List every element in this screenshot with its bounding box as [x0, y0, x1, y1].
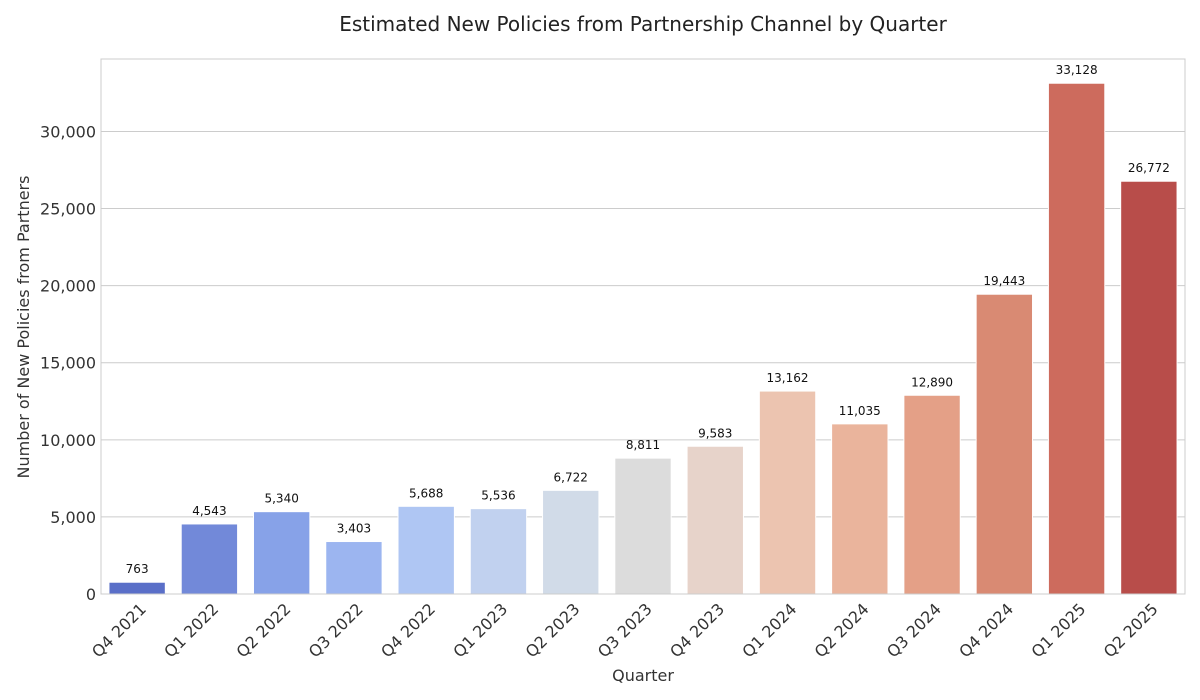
bar-value-label: 6,722 [554, 470, 588, 484]
y-tick-label: 10,000 [40, 431, 96, 450]
bar [903, 394, 961, 595]
bar-value-label: 8,811 [626, 438, 660, 452]
y-tick-label: 0 [86, 585, 96, 604]
bar-value-label: 763 [126, 562, 149, 576]
bar-value-label: 33,128 [1056, 63, 1098, 77]
bar [1120, 180, 1178, 595]
bar-value-label: 5,536 [481, 489, 515, 503]
x-tick-label: Q1 2024 [738, 599, 800, 661]
chart-title: Estimated New Policies from Partnership … [339, 12, 947, 36]
x-tick-label: Q4 2021 [88, 599, 150, 661]
bar [614, 457, 672, 595]
x-tick-label: Q2 2024 [811, 599, 873, 661]
bar-value-label: 12,890 [911, 375, 953, 389]
bar [758, 390, 817, 595]
x-tick-label: Q4 2022 [377, 599, 439, 661]
bar [397, 505, 455, 595]
bar-value-label: 13,162 [767, 371, 809, 385]
x-axis-label: Quarter [612, 666, 674, 685]
bar-value-label: 5,688 [409, 486, 443, 500]
bar-value-label: 4,543 [192, 504, 226, 518]
y-tick-label: 15,000 [40, 354, 96, 373]
x-tick-label: Q1 2025 [1028, 599, 1090, 661]
bar [180, 523, 239, 595]
bar [108, 581, 166, 595]
bars-layer [108, 82, 1178, 595]
bar [469, 508, 528, 595]
x-tick-label: Q2 2022 [233, 599, 295, 661]
y-tick-label: 25,000 [40, 200, 96, 219]
bar [252, 511, 311, 595]
bar [831, 423, 889, 595]
bar [1047, 82, 1106, 595]
bar-value-label: 11,035 [839, 404, 881, 418]
x-tick-label: Q3 2024 [883, 599, 945, 661]
y-axis-label: Number of New Policies from Partners [14, 176, 33, 479]
x-tick-label: Q4 2023 [666, 599, 728, 661]
bar-value-label: 19,443 [983, 274, 1025, 288]
bar [325, 541, 383, 595]
x-tick-label: Q2 2025 [1100, 599, 1162, 661]
bar-value-label: 3,403 [337, 522, 371, 536]
x-tick-label: Q2 2023 [522, 599, 584, 661]
x-tick-label: Q4 2024 [955, 599, 1017, 661]
bar-value-label: 9,583 [698, 426, 732, 440]
bar-value-label: 26,772 [1128, 161, 1170, 175]
x-tick-labels: Q4 2021 Q1 2022 Q2 2022 Q3 2022 Q4 2022 Q1 20… [88, 599, 1162, 661]
y-tick-label: 5,000 [50, 508, 96, 527]
bar-value-label: 5,340 [264, 492, 298, 506]
x-tick-label: Q1 2022 [160, 599, 222, 661]
y-tick-label: 30,000 [40, 122, 96, 141]
bar-labels-layer: 763 4,543 5,340 3,403 5,688 5,536 6,722 8,811 9,… [126, 63, 1170, 576]
y-tick-label: 20,000 [40, 277, 96, 296]
bar [975, 293, 1034, 595]
bar [542, 489, 600, 595]
bar [686, 445, 744, 595]
y-tick-labels: 0 5,000 10,000 15,000 20,000 25,000 30,000 [40, 122, 96, 604]
x-tick-label: Q1 2023 [449, 599, 511, 661]
plot-frame [100, 58, 1186, 595]
x-tick-label: Q3 2022 [305, 599, 367, 661]
x-tick-label: Q3 2023 [594, 599, 656, 661]
